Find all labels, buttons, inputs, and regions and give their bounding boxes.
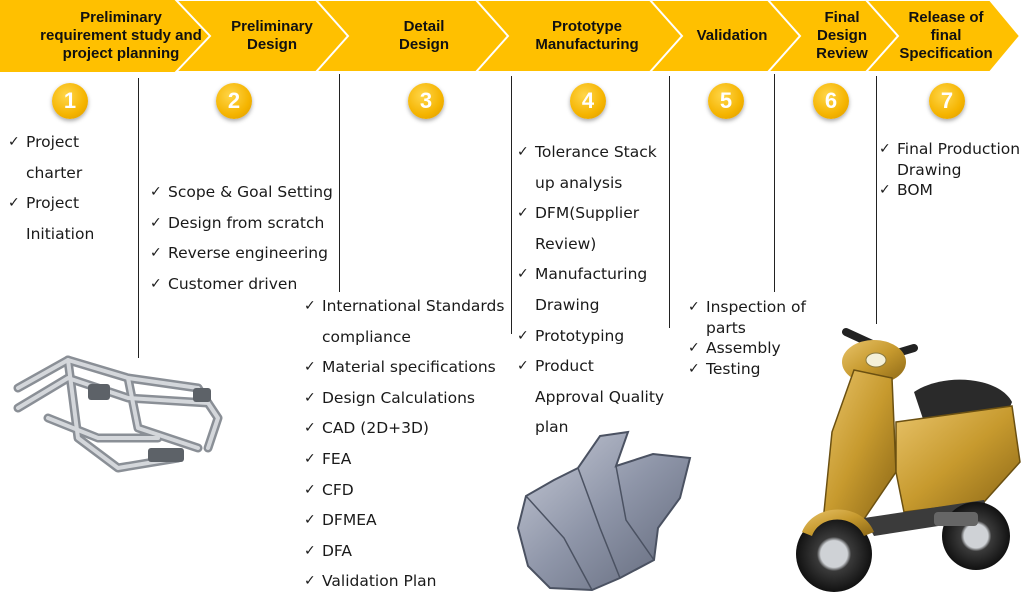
divider-line-5	[774, 74, 775, 292]
process-arrow-banner	[0, 0, 1022, 73]
divider-line-3	[511, 76, 512, 334]
task-item: Manufacturing Drawing	[517, 259, 665, 320]
task-item: Customer driven	[150, 269, 338, 300]
phase-title-4: Prototype Manufacturing	[535, 18, 639, 53]
task-item: Material specifications	[304, 352, 512, 383]
task-item: Tolerance Stack up analysis	[517, 137, 665, 198]
task-item: CFD	[304, 475, 512, 506]
phase-title-6: Final Design Review	[816, 9, 868, 62]
phase-arrow-1	[0, 0, 212, 72]
task-item: Final Production Drawing	[879, 139, 1021, 180]
task-item: DFA	[304, 536, 512, 567]
phase-title-1: Preliminary requirement study and project …	[40, 9, 202, 62]
phase-number-badge-4: 4	[570, 83, 606, 119]
task-item: FEA	[304, 444, 512, 475]
divider-line-6	[876, 76, 877, 324]
task-item: BOM	[879, 180, 1021, 201]
phase-number-badge-1: 1	[52, 83, 88, 119]
task-item: Product Approval Quality plan	[517, 351, 665, 443]
task-item: Project Initiation	[8, 188, 116, 249]
phase-number-badge-3: 3	[408, 83, 444, 119]
phase-1-task-list: Project charter Project Initiation	[8, 127, 116, 249]
phase-7-task-list: Final Production Drawing BOM	[879, 139, 1021, 201]
divider-line-2	[339, 74, 340, 292]
task-item: Testing	[688, 359, 818, 380]
task-item: Scope & Goal Setting	[150, 177, 338, 208]
phase-arrow-7	[863, 0, 1022, 73]
phase-title-2: Preliminary Design	[231, 18, 313, 53]
phase-number-badge-7: 7	[929, 83, 965, 119]
phase-title-7: Release of final Specification	[899, 9, 993, 62]
task-item: Prototyping	[517, 321, 665, 352]
task-item: DFMEA	[304, 505, 512, 536]
phase-2-task-list: Scope & Goal Setting Design from scratch…	[150, 177, 338, 299]
task-item: Inspection of parts	[688, 297, 818, 338]
motorcycle-frame-image	[13, 355, 223, 473]
phase-5-task-list: Inspection of parts Assembly Testing	[688, 297, 818, 379]
task-item: CAD (2D+3D)	[304, 413, 512, 444]
phase-number-badge-2: 2	[216, 83, 252, 119]
phase-title-5: Validation	[696, 27, 768, 44]
task-item: Assembly	[688, 338, 818, 359]
task-item: Reverse engineering	[150, 238, 338, 269]
task-item: Validation Plan	[304, 566, 512, 597]
task-item: Design from scratch	[150, 208, 338, 239]
phase-number-badge-6: 6	[813, 83, 849, 119]
phase-4-task-list: Tolerance Stack up analysis DFM(Supplier…	[517, 137, 665, 443]
phase-3-task-list: International Standards compliance Mater…	[304, 291, 512, 597]
task-item: DFM(Supplier Review)	[517, 198, 665, 259]
divider-line-1	[138, 78, 139, 358]
scooter-image	[796, 328, 1021, 592]
phase-number-badge-5: 5	[708, 83, 744, 119]
task-item: Project charter	[8, 127, 116, 188]
task-item: Design Calculations	[304, 383, 512, 414]
phase-title-3: Detail Design	[398, 18, 449, 53]
fairing-part-image	[516, 430, 692, 592]
task-item: International Standards compliance	[304, 291, 512, 352]
divider-line-4	[669, 76, 670, 328]
